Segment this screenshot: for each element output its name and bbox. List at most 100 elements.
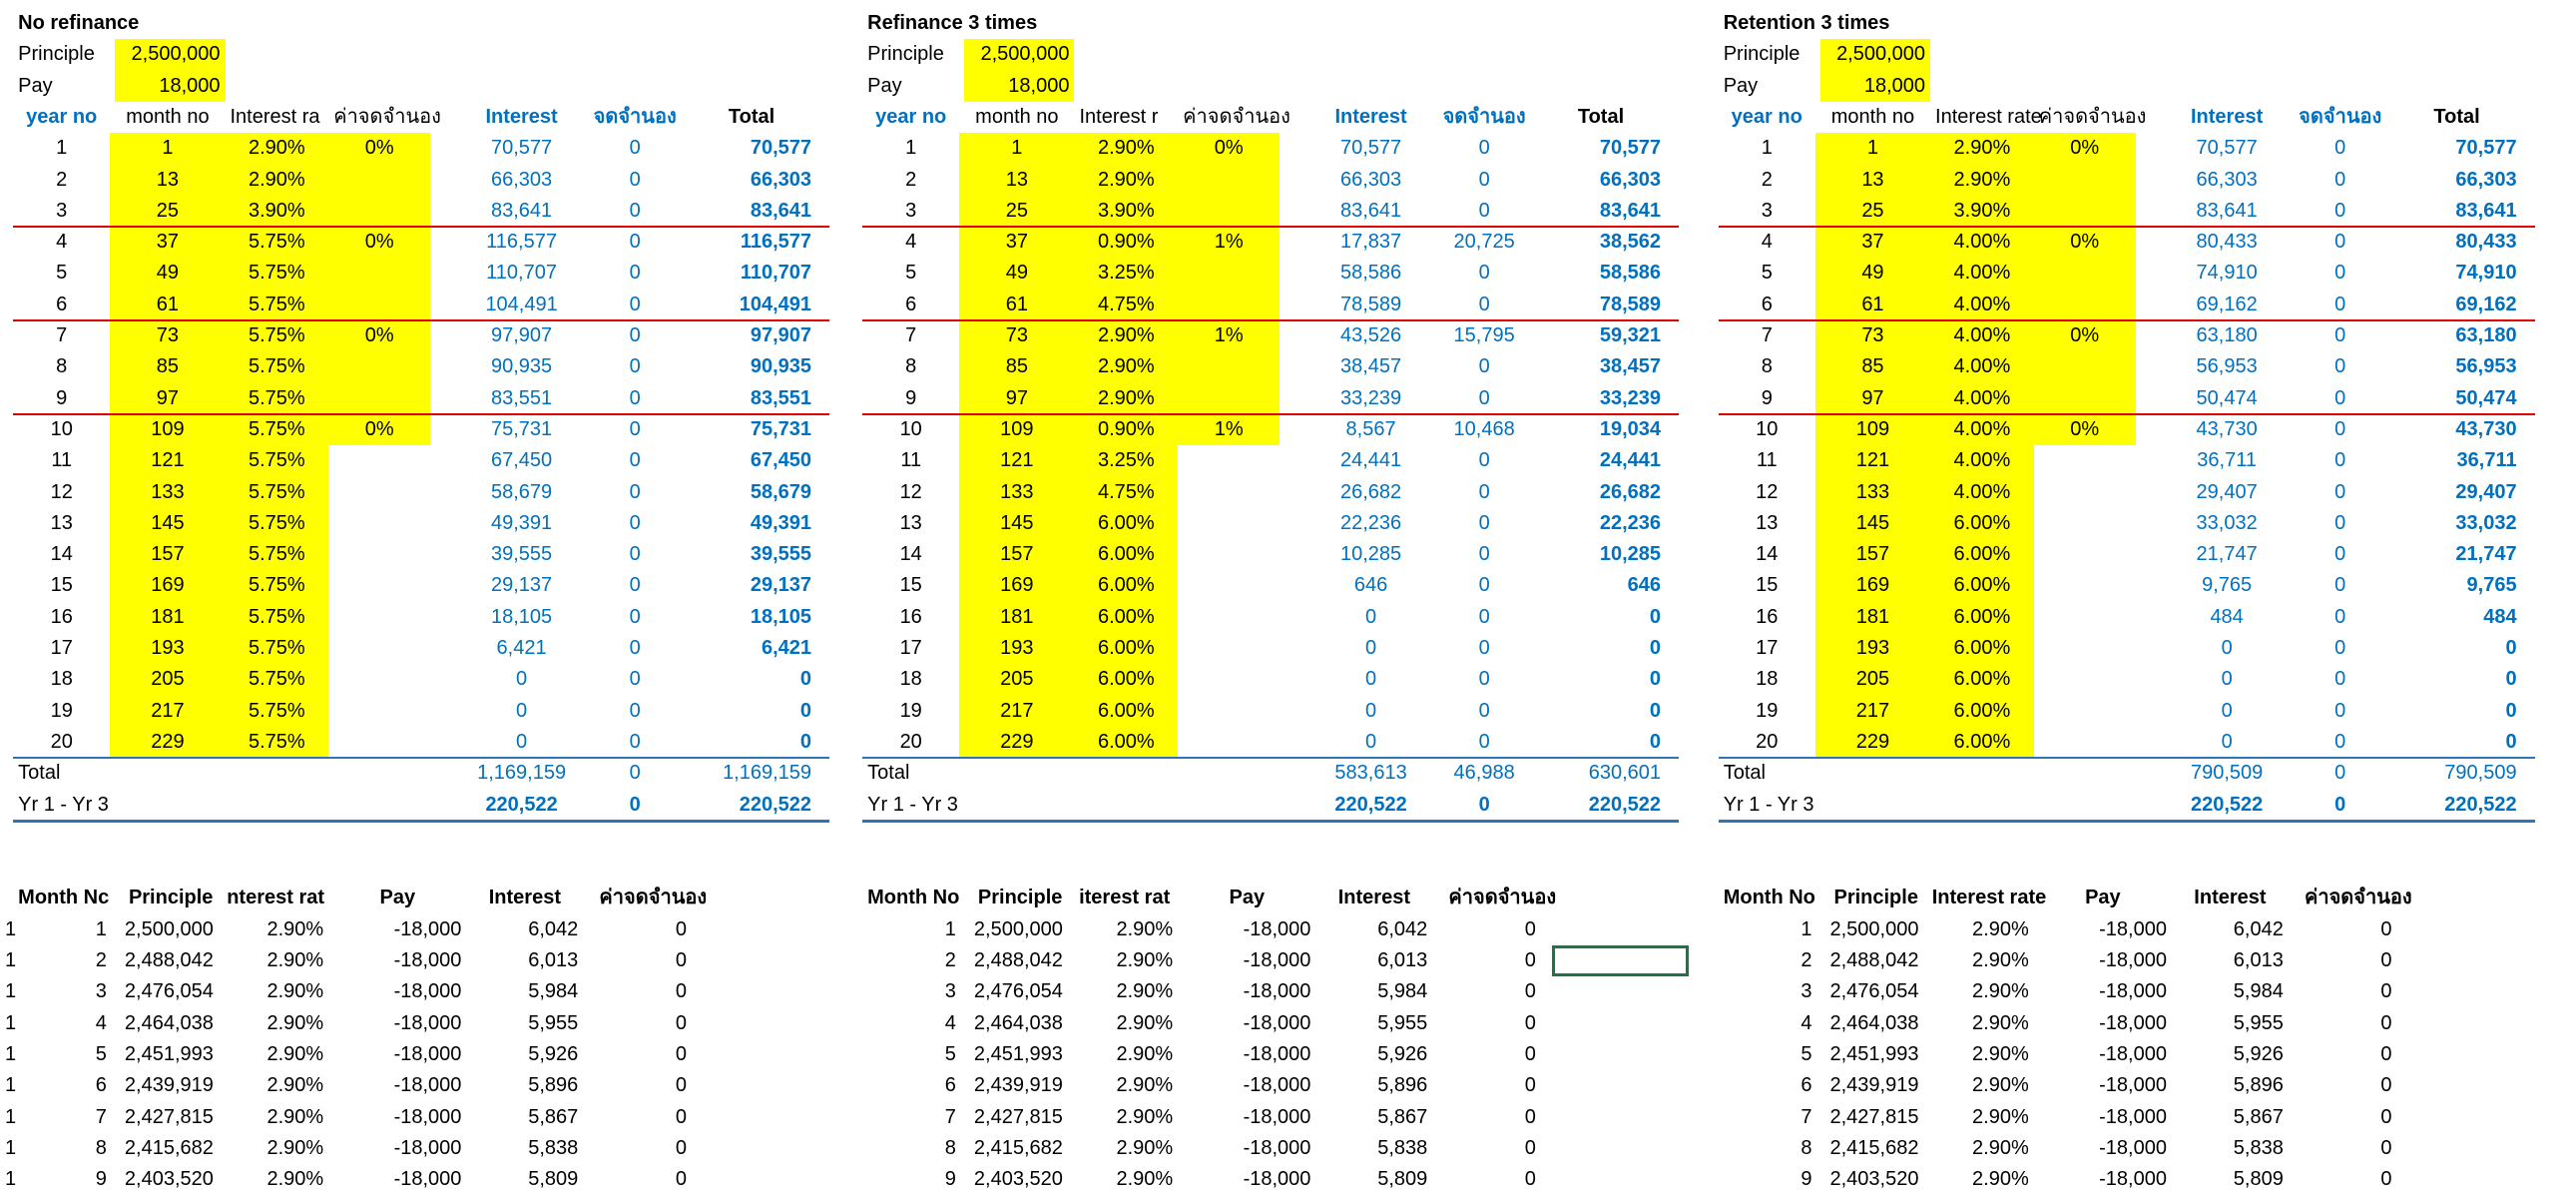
lower-cell: 5,955 — [1377, 1011, 1428, 1034]
table-cell: 121 — [1000, 449, 1034, 472]
table-cell: 11 — [51, 449, 73, 472]
table-cell: 18 — [1756, 668, 1779, 691]
table-cell: 181 — [1000, 605, 1034, 628]
lower-cell: 5,926 — [528, 1042, 579, 1065]
lower-cell: 2.90% — [266, 980, 324, 1003]
table-cell: 29,407 — [2196, 480, 2258, 503]
table-cell: 70,577 — [491, 137, 553, 160]
table-cell: 205 — [1000, 668, 1034, 691]
table-cell: 6.00% — [1097, 543, 1155, 566]
table-cell: 5 — [56, 262, 68, 285]
lower-cell: -18,000 — [1243, 1105, 1311, 1128]
table-cell: 50,474 — [2455, 386, 2517, 409]
summary-value: 1,169,159 — [477, 762, 567, 785]
table-cell: 157 — [1000, 543, 1034, 566]
principle-label: Principle — [867, 43, 944, 66]
table-cell: 73 — [156, 324, 180, 346]
table-cell: 4.00% — [1953, 386, 2011, 409]
table-cell: 18,105 — [750, 605, 812, 628]
table-cell: 484 — [2483, 605, 2517, 628]
rule-line — [13, 757, 830, 760]
table-cell: 70,577 — [1339, 137, 1402, 160]
table-cell: 6.00% — [1953, 637, 2011, 659]
column-header: month no — [975, 105, 1059, 128]
lower-cell: 7 — [1801, 1105, 1812, 1128]
lower-cell: 2,415,682 — [1829, 1136, 1919, 1159]
column-header: Interest rate — [1935, 105, 2042, 128]
table-cell: 229 — [151, 730, 185, 753]
lower-cell: 1 — [5, 1074, 17, 1097]
table-cell: 8 — [905, 355, 917, 378]
lower-cell: 1 — [944, 917, 956, 940]
lower-cell: 5,838 — [528, 1136, 579, 1159]
table-cell: 0 — [2221, 730, 2233, 753]
lower-cell: 2.90% — [1116, 1074, 1174, 1097]
table-cell: 109 — [1000, 417, 1034, 440]
principle-value: 2,500,000 — [131, 43, 221, 66]
lower-cell: 2.90% — [1972, 917, 2029, 940]
table-cell: 217 — [1000, 699, 1034, 722]
column-header: Total — [728, 105, 775, 128]
table-cell: 78,589 — [1339, 293, 1402, 315]
lower-cell: 2,427,815 — [1829, 1105, 1919, 1128]
table-cell: 2 — [56, 168, 68, 191]
column-header: Interest — [485, 105, 558, 128]
lower-cell: 6 — [944, 1074, 956, 1097]
lower-cell: -18,000 — [2099, 949, 2167, 971]
table-cell: 9,765 — [2466, 574, 2517, 597]
lower-cell: 0 — [2380, 1011, 2392, 1034]
lower-cell: 5,955 — [528, 1011, 579, 1034]
principle-value: 2,500,000 — [980, 43, 1070, 66]
table-cell: 70,577 — [1599, 137, 1662, 160]
lower-header: Principle — [128, 887, 214, 909]
table-cell: 0 — [629, 699, 641, 722]
lower-cell: 2,488,042 — [973, 949, 1063, 971]
table-cell: 9 — [1761, 386, 1773, 409]
table-cell: 6 — [905, 293, 917, 315]
lower-cell: -18,000 — [2099, 917, 2167, 940]
table-cell: 2 — [1761, 168, 1773, 191]
pay-label: Pay — [1723, 74, 1759, 97]
table-cell: 19 — [1756, 699, 1779, 722]
table-cell: 169 — [1000, 574, 1034, 597]
table-cell: 17 — [1756, 637, 1779, 659]
yellow-fill — [964, 39, 1075, 102]
column-header: ค่าจดจำนอง — [2038, 105, 2147, 128]
yellow-fill — [959, 133, 1179, 759]
table-cell: 38,457 — [1599, 355, 1662, 378]
table-cell: 33,239 — [1599, 386, 1662, 409]
selected-cell[interactable] — [1552, 945, 1690, 976]
table-cell: 13 — [156, 168, 180, 191]
lower-cell: 4 — [1801, 1011, 1812, 1034]
table-cell: 5.75% — [248, 324, 305, 346]
lower-cell: 5,896 — [1377, 1074, 1428, 1097]
table-cell: 20,725 — [1453, 231, 1515, 254]
lower-cell: 6 — [1801, 1074, 1812, 1097]
lower-cell: -18,000 — [393, 980, 462, 1003]
lower-cell: 2.90% — [1972, 1168, 2029, 1191]
lower-cell: 1 — [95, 917, 107, 940]
lower-cell: -18,000 — [1243, 1074, 1311, 1097]
table-cell: 9 — [905, 386, 917, 409]
table-cell: 0% — [2070, 137, 2100, 160]
lower-cell: 5 — [95, 1042, 107, 1065]
summary-value: 0 — [629, 793, 641, 816]
table-cell: 43,730 — [2196, 417, 2258, 440]
table-cell: 14 — [50, 543, 73, 566]
lower-header: Interest rate — [1931, 887, 2047, 909]
table-cell: 7 — [905, 324, 917, 346]
lower-cell: 6,013 — [2233, 949, 2284, 971]
table-cell: 36,711 — [2197, 449, 2257, 472]
table-cell: 97 — [156, 386, 180, 409]
table-cell: 0 — [629, 231, 641, 254]
table-cell: 6 — [1761, 293, 1773, 315]
table-cell: 10,285 — [1339, 543, 1402, 566]
summary-value: 790,509 — [2190, 762, 2264, 785]
table-cell: 193 — [1000, 637, 1034, 659]
rule-line — [862, 412, 1680, 415]
lower-cell: 4 — [944, 1011, 956, 1034]
table-cell: 90,935 — [750, 355, 812, 378]
table-cell: 8 — [56, 355, 68, 378]
lower-cell: -18,000 — [1243, 917, 1311, 940]
table-cell: 0 — [2334, 668, 2346, 691]
